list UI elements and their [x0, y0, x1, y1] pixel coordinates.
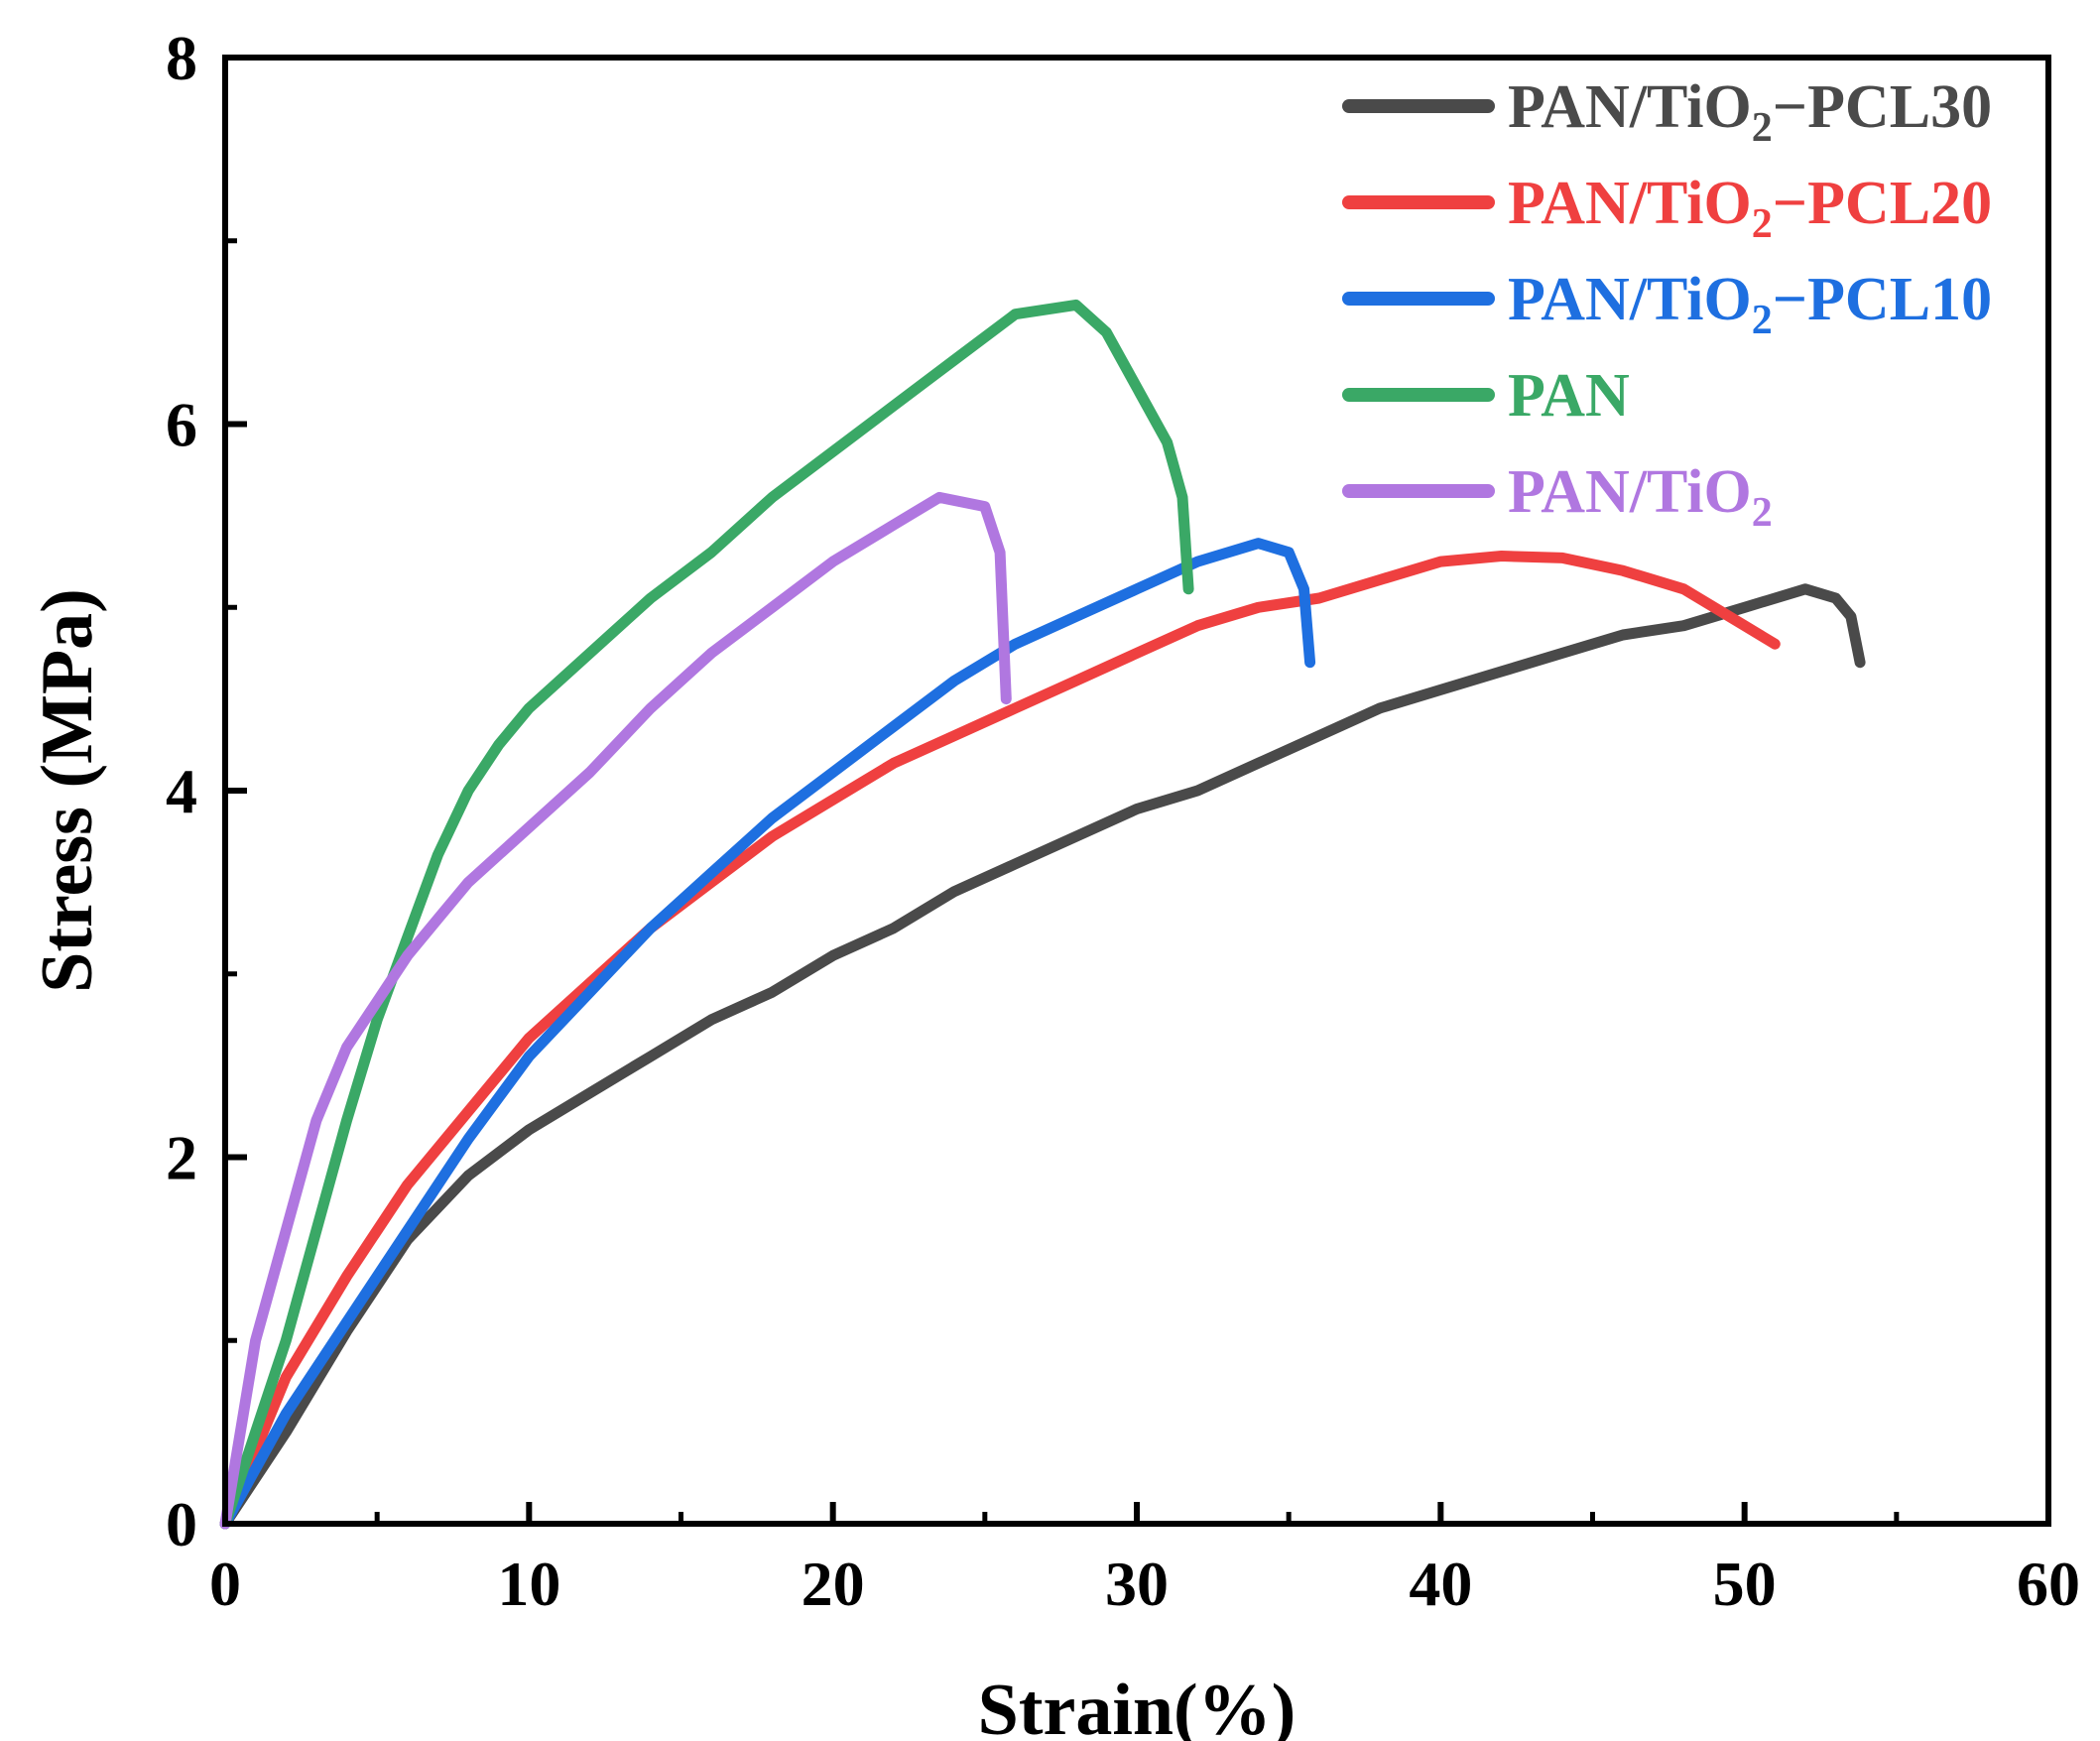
x-tick-label: 10 — [497, 1549, 560, 1619]
series-line-2 — [219, 538, 1316, 1530]
y-tick-label: 6 — [166, 390, 197, 460]
legend-entry: PAN — [1342, 362, 1630, 430]
legend-label: PAN/TiO2−PCL30 — [1508, 73, 1992, 151]
legend-entry: PAN/TiO2−PCL10 — [1342, 266, 1992, 343]
y-tick-label: 2 — [166, 1123, 197, 1193]
series-line-0 — [219, 583, 1866, 1530]
y-axis-label: Stress (MPa) — [27, 588, 108, 993]
legend-entry: PAN/TiO2 — [1342, 458, 1773, 536]
legend-label: PAN/TiO2−PCL20 — [1508, 170, 1992, 247]
y-tick-label: 0 — [166, 1489, 197, 1559]
y-tick-label: 8 — [166, 23, 197, 93]
legend-entry: PAN/TiO2−PCL30 — [1342, 73, 1992, 151]
y-tick-label: 4 — [166, 756, 197, 826]
axis-ticks — [222, 55, 2051, 1527]
legend-label: PAN/TiO2−PCL10 — [1508, 266, 1992, 343]
legend: PAN/TiO2−PCL30 PAN/TiO2−PCL20 PAN/TiO2−PCL… — [1342, 73, 1992, 536]
x-tick-label: 20 — [802, 1549, 865, 1619]
series-line-3 — [219, 299, 1194, 1530]
x-tick-label: 40 — [1409, 1549, 1472, 1619]
x-tick-label: 0 — [209, 1549, 241, 1619]
legend-label: PAN — [1508, 362, 1630, 430]
data-curves — [219, 299, 1866, 1530]
series-line-1 — [219, 551, 1781, 1530]
x-tick-label: 50 — [1713, 1549, 1777, 1619]
legend-entry: PAN/TiO2−PCL20 — [1342, 170, 1992, 247]
x-tick-label: 30 — [1105, 1549, 1169, 1619]
legend-label: PAN/TiO2 — [1508, 458, 1773, 536]
tick-labels: 0 10 20 30 40 50 60 0 2 4 6 8 — [166, 23, 2080, 1619]
series-line-4 — [219, 491, 1012, 1530]
x-tick-label: 60 — [2017, 1549, 2080, 1619]
x-axis-label: Strain(%) — [978, 1670, 1297, 1741]
